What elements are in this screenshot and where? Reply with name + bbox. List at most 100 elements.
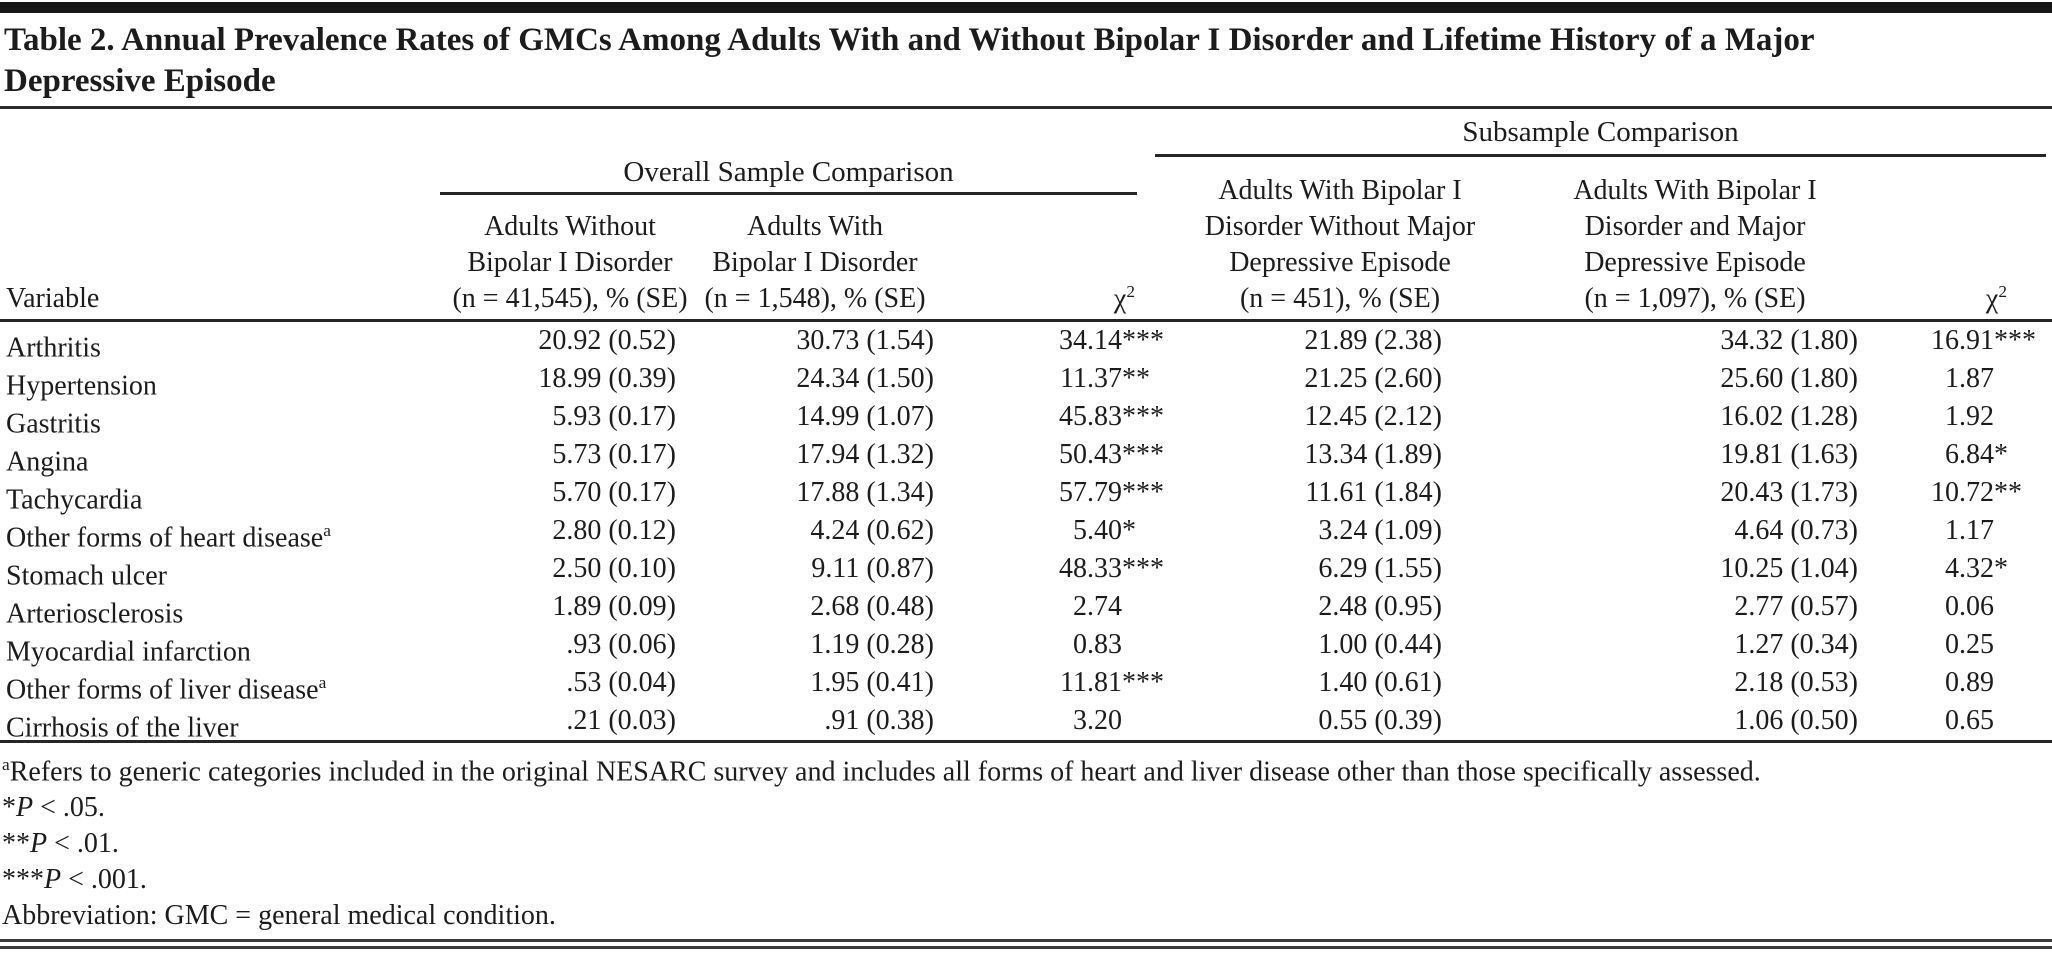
cell-without-bipolar: .21 (0.03) <box>566 705 676 736</box>
variable-label: Hypertension <box>6 370 157 402</box>
table-row: Arthritis 20.92 (0.52) 30.73 (1.54) 34.1… <box>0 322 2052 363</box>
table-row: Other forms of liver diseasea .53 (0.04)… <box>0 664 2052 706</box>
cell-with-bipolar: 2.68 (0.48) <box>810 591 934 622</box>
column-header-chi-subsample: χ2 <box>1890 274 2052 319</box>
column-header-without-bipolar: Adults Without Bipolar I Disorder (n = 4… <box>452 211 688 314</box>
cell-chi-subsample: 4.32 * <box>1890 550 2052 595</box>
chi-value: 1.17 <box>1945 515 1994 546</box>
chi-value: 1.92 <box>1945 401 1994 432</box>
cell-bipolar-mde: 2.77 (0.57) <box>1734 591 1858 622</box>
significance-stars: ** <box>1122 363 1150 394</box>
cell-bipolar-no-mde: 21.89 (2.38) <box>1304 325 1442 356</box>
row-variable: Gastritis <box>0 398 450 443</box>
cell-bipolar-mde: 16.02 (1.28) <box>1720 401 1858 432</box>
p-threshold: < .01. <box>47 828 119 860</box>
chi-value: 11.81 <box>1060 667 1122 698</box>
footnote-abbreviation: Abbreviation: GMC = general medical cond… <box>2 900 556 932</box>
cell-chi-subsample: 0.89 <box>1890 664 2052 709</box>
chi-value: 57.79 <box>1059 477 1122 508</box>
title-divider <box>0 106 2052 109</box>
p-symbol: P <box>44 864 62 896</box>
cell-bipolar-no-mde: 13.34 (1.89) <box>1304 439 1442 470</box>
chi-value: 0.83 <box>1073 629 1122 660</box>
chi-symbol: χ <box>1985 283 1999 314</box>
group-header-overall: Overall Sample Comparison <box>440 155 1137 195</box>
cell-chi-overall: 0.83 <box>940 626 1180 671</box>
chi-value: 0.25 <box>1945 629 1994 660</box>
chi-value: 10.72 <box>1931 477 1994 508</box>
cell-with-bipolar: 9.11 (0.87) <box>811 553 934 584</box>
variable-label: Other forms of heart disease <box>6 522 324 554</box>
chi-value: 0.06 <box>1945 591 1994 622</box>
significance-stars: * <box>1994 553 2008 584</box>
cell-chi-subsample: 16.91 *** <box>1890 322 2052 367</box>
row-variable: Arthritis <box>0 322 450 367</box>
column-header-with-bipolar: Adults With Bipolar I Disorder (n = 1,54… <box>704 211 926 314</box>
cell-with-bipolar: 30.73 (1.54) <box>796 325 934 356</box>
cell-chi-overall: 34.14 *** <box>940 322 1180 367</box>
significance-stars <box>1994 702 2052 747</box>
cell-bipolar-no-mde: 0.55 (0.39) <box>1318 705 1442 736</box>
cell-chi-overall: 57.79 *** <box>940 474 1180 519</box>
cell-bipolar-no-mde: 21.25 (2.60) <box>1304 363 1442 394</box>
cell-without-bipolar: 5.73 (0.17) <box>552 439 676 470</box>
variable-label: Other forms of liver disease <box>6 674 319 706</box>
chi-value: 5.40 <box>1073 515 1122 546</box>
significance-stars: * <box>1122 515 1136 546</box>
cell-chi-overall: 50.43 *** <box>940 436 1180 481</box>
table-row: Cirrhosis of the liver .21 (0.03) .91 (0… <box>0 702 2052 743</box>
cell-bipolar-no-mde: 11.61 (1.84) <box>1305 477 1442 508</box>
group-header-subsample: Subsample Comparison <box>1155 115 2046 157</box>
significance-stars: *** <box>1994 325 2036 356</box>
cell-bipolar-mde: 25.60 (1.80) <box>1720 363 1858 394</box>
variable-footnote-marker: a <box>323 521 331 540</box>
cell-chi-overall: 45.83 *** <box>940 398 1180 443</box>
table-row: Stomach ulcer 2.50 (0.10) 9.11 (0.87) 48… <box>0 550 2052 591</box>
cell-with-bipolar: 1.19 (0.28) <box>810 629 934 660</box>
cell-chi-subsample: 10.72 ** <box>1890 474 2052 519</box>
cell-without-bipolar: 2.80 (0.12) <box>552 515 676 546</box>
cell-with-bipolar: 14.99 (1.07) <box>796 401 934 432</box>
variable-label: Tachycardia <box>6 484 143 516</box>
p-threshold: < .001. <box>61 864 147 896</box>
cell-with-bipolar: .91 (0.38) <box>824 705 934 736</box>
footnote-p001: ***P < .001. <box>2 862 2052 898</box>
chi-exponent: 2 <box>1998 281 2007 301</box>
cell-without-bipolar: .53 (0.04) <box>566 667 676 698</box>
chi-value: 6.84 <box>1945 439 1994 470</box>
cell-chi-subsample: 6.84 * <box>1890 436 2052 481</box>
chi-symbol: χ <box>1113 283 1127 314</box>
footnote-p05: *P < .05. <box>2 790 2052 826</box>
cell-bipolar-no-mde: 2.48 (0.95) <box>1318 591 1442 622</box>
cell-chi-subsample: 0.65 <box>1890 702 2052 747</box>
chi-value: 50.43 <box>1059 439 1122 470</box>
variable-label: Myocardial infarction <box>6 636 251 668</box>
significance-stars: ** <box>1994 477 2022 508</box>
cell-with-bipolar: 24.34 (1.50) <box>796 363 934 394</box>
cell-bipolar-mde: 10.25 (1.04) <box>1720 553 1858 584</box>
cell-chi-subsample: 0.25 <box>1890 626 2052 671</box>
cell-without-bipolar: .93 (0.06) <box>566 629 676 660</box>
cell-chi-subsample: 1.87 <box>1890 360 2052 405</box>
cell-bipolar-no-mde: 6.29 (1.55) <box>1318 553 1442 584</box>
table-header: Overall Sample Comparison Subsample Comp… <box>0 109 2052 322</box>
chi-value: 0.89 <box>1945 667 1994 698</box>
cell-with-bipolar: 4.24 (0.62) <box>810 515 934 546</box>
chi-value: 1.87 <box>1945 363 1994 394</box>
column-header-variable: Variable <box>6 283 100 314</box>
table-row: Gastritis 5.93 (0.17) 14.99 (1.07) 45.83… <box>0 398 2052 439</box>
row-variable: Hypertension <box>0 360 450 405</box>
footnote-p01: **P < .01. <box>2 826 2052 862</box>
top-rule-bar <box>0 2 2052 13</box>
cell-bipolar-no-mde: 1.40 (0.61) <box>1318 667 1442 698</box>
cell-without-bipolar: 5.93 (0.17) <box>552 401 676 432</box>
variable-label: Arteriosclerosis <box>6 598 184 630</box>
significance-stars: * <box>2 792 16 824</box>
cell-without-bipolar: 20.92 (0.52) <box>538 325 676 356</box>
chi-exponent: 2 <box>1126 281 1135 301</box>
cell-without-bipolar: 1.89 (0.09) <box>552 591 676 622</box>
cell-chi-subsample: 1.17 <box>1890 512 2052 557</box>
cell-chi-subsample: 0.06 <box>1890 588 2052 633</box>
significance-stars <box>1122 702 1180 747</box>
